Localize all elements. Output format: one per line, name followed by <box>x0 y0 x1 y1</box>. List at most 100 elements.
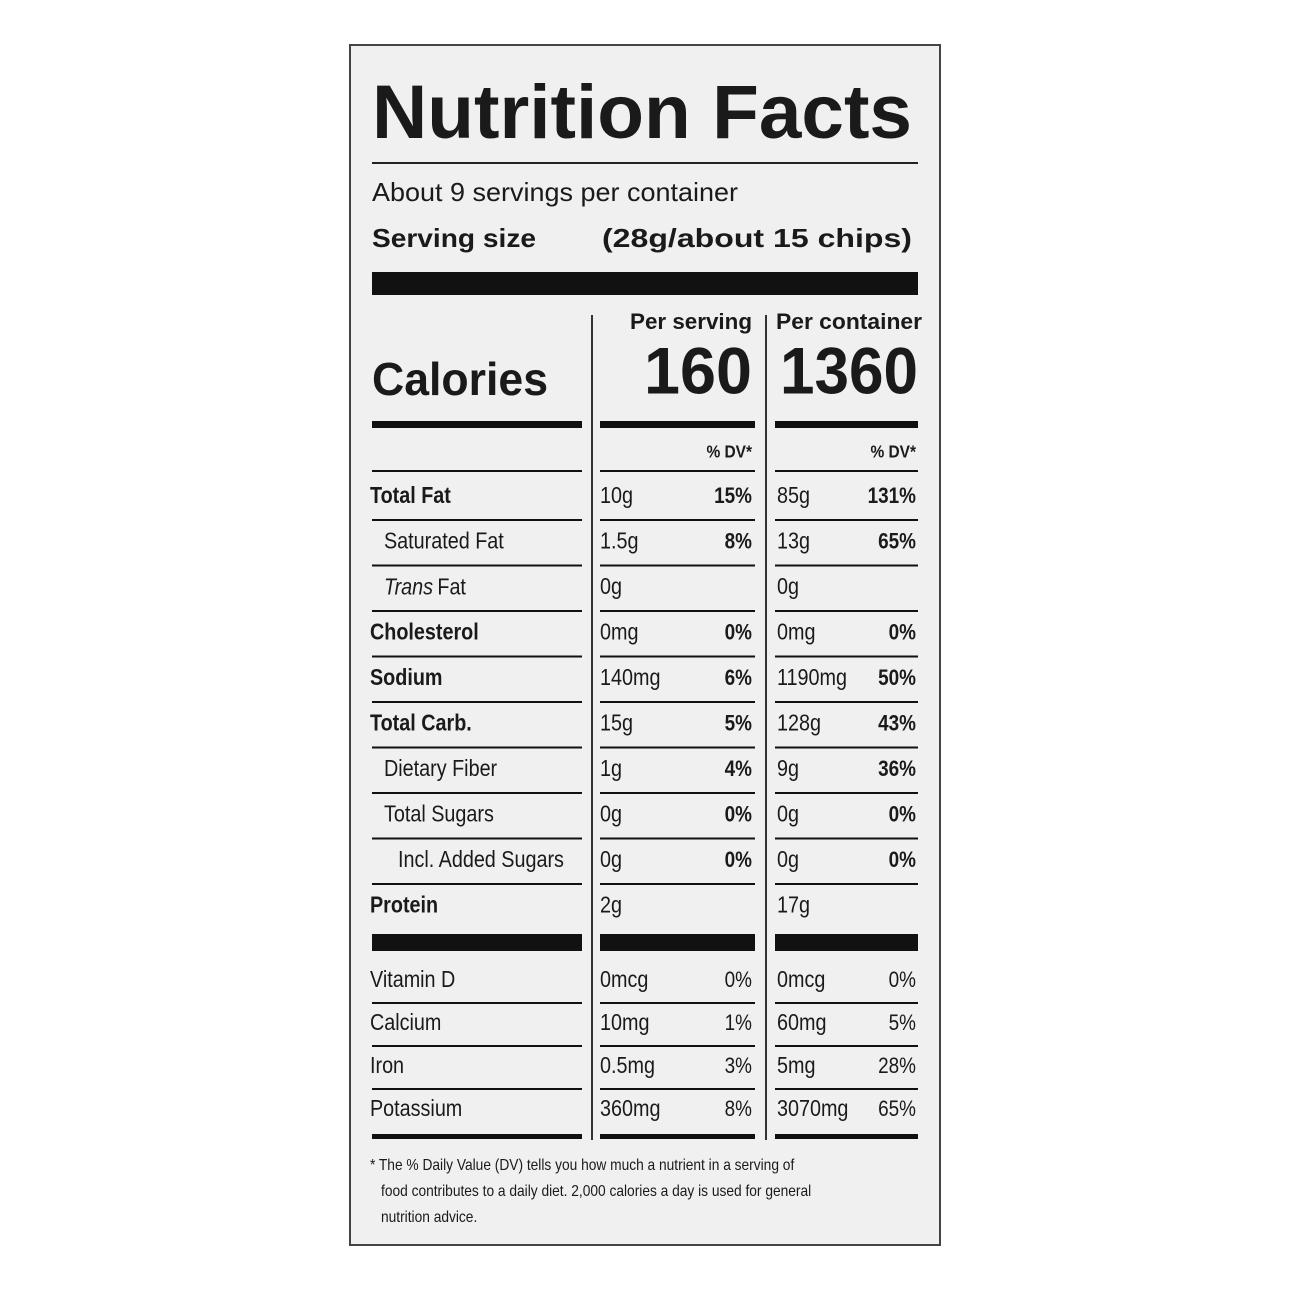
nutrient-name: Incl. Added Sugars <box>398 847 564 873</box>
nutrient-name: Saturated Fat <box>384 528 504 554</box>
amount: 9g <box>777 756 799 782</box>
amount: 2g <box>600 892 622 918</box>
amount: 0g <box>600 801 622 827</box>
rule <box>372 519 582 521</box>
rule <box>775 1045 918 1047</box>
rule <box>600 837 755 840</box>
rule <box>775 655 918 658</box>
rule <box>372 746 582 749</box>
nutrient-name: Sodium <box>370 665 442 691</box>
daily-value: 3% <box>725 1054 752 1079</box>
dv-header: % DV* <box>706 442 752 462</box>
amount: 360mg <box>600 1096 660 1122</box>
rule <box>775 883 918 885</box>
nutrient-name: Total Carb. <box>370 710 472 736</box>
nutrient-name: Vitamin D <box>370 967 455 993</box>
rule <box>372 934 582 951</box>
amount: 0mg <box>600 619 638 645</box>
title: Nutrition Facts <box>372 70 912 155</box>
rule <box>600 1088 755 1090</box>
amount: 0g <box>777 801 799 827</box>
daily-value: 0% <box>889 848 916 873</box>
rule <box>600 701 755 703</box>
daily-value: 4% <box>725 757 752 782</box>
rule <box>775 519 918 521</box>
daily-value: 0% <box>725 968 752 993</box>
calories-label: Calories <box>372 353 548 405</box>
amount: 0g <box>600 574 622 600</box>
dv-header: % DV* <box>870 442 916 462</box>
amount: 0mcg <box>777 967 825 993</box>
rule <box>775 1002 918 1004</box>
rule <box>775 1088 918 1090</box>
daily-value: 50% <box>878 666 916 691</box>
rule <box>775 564 918 567</box>
rule <box>372 564 582 567</box>
amount: 128g <box>777 710 821 736</box>
rule <box>372 701 582 703</box>
amount: 0g <box>777 574 799 600</box>
daily-value: 8% <box>725 529 752 554</box>
nutrient-name: Total Sugars <box>384 801 494 827</box>
daily-value: 0% <box>889 620 916 645</box>
daily-value: 0% <box>725 802 752 827</box>
nutrient-name: Fat <box>437 574 466 600</box>
rule <box>775 421 918 428</box>
daily-value: 5% <box>725 711 752 736</box>
rule <box>372 1088 582 1090</box>
amount: 1g <box>600 756 622 782</box>
rule <box>775 1134 918 1139</box>
footnote: food contributes to a daily diet. 2,000 … <box>381 1182 811 1200</box>
daily-value: 0% <box>725 620 752 645</box>
calories-value: 1360 <box>780 333 918 407</box>
daily-value: 43% <box>878 711 916 736</box>
daily-value: 6% <box>725 666 752 691</box>
rule <box>775 610 918 612</box>
daily-value: 131% <box>868 484 916 509</box>
daily-value: 36% <box>878 757 916 782</box>
nutrient-name: Dietary Fiber <box>384 756 497 782</box>
amount: 0g <box>777 847 799 873</box>
daily-value: 65% <box>878 1097 916 1122</box>
rule <box>600 1134 755 1139</box>
amount: 5mg <box>777 1053 815 1079</box>
column-header: Per container <box>776 309 922 334</box>
servings: About 9 servings per container <box>372 177 738 207</box>
rule <box>775 470 918 472</box>
daily-value: 8% <box>725 1097 752 1122</box>
serving-size-value: (28g/about 15 chips) <box>602 223 912 253</box>
rule <box>600 792 755 794</box>
rule <box>600 746 755 749</box>
daily-value: 15% <box>714 484 752 509</box>
footnote: * The % Daily Value (DV) tells you how m… <box>370 1156 795 1174</box>
amount: 1.5g <box>600 528 638 554</box>
amount: 13g <box>777 528 810 554</box>
amount: 3070mg <box>777 1096 848 1122</box>
amount: 60mg <box>777 1010 826 1036</box>
daily-value: 1% <box>725 1011 752 1036</box>
rule <box>600 883 755 885</box>
daily-value: 0% <box>889 802 916 827</box>
thick-bar <box>372 272 918 295</box>
column-header: Per serving <box>630 309 752 334</box>
rule <box>372 655 582 658</box>
column-rule <box>591 315 593 1140</box>
rule <box>372 470 582 472</box>
nutrient-name: Potassium <box>370 1096 462 1122</box>
rule <box>372 883 582 885</box>
rule <box>775 701 918 703</box>
nutrient-name: Trans Fat <box>384 574 466 600</box>
daily-value: 0% <box>725 848 752 873</box>
amount: 10mg <box>600 1010 649 1036</box>
rule <box>372 1002 582 1004</box>
rule <box>372 162 918 164</box>
rule <box>775 746 918 749</box>
amount: 17g <box>777 892 810 918</box>
amount: 140mg <box>600 665 660 691</box>
nutrient-name: Calcium <box>370 1010 441 1036</box>
daily-value: 65% <box>878 529 916 554</box>
nutrient-name: Protein <box>370 892 438 918</box>
nutrient-name: Iron <box>370 1053 404 1079</box>
rule <box>600 470 755 472</box>
